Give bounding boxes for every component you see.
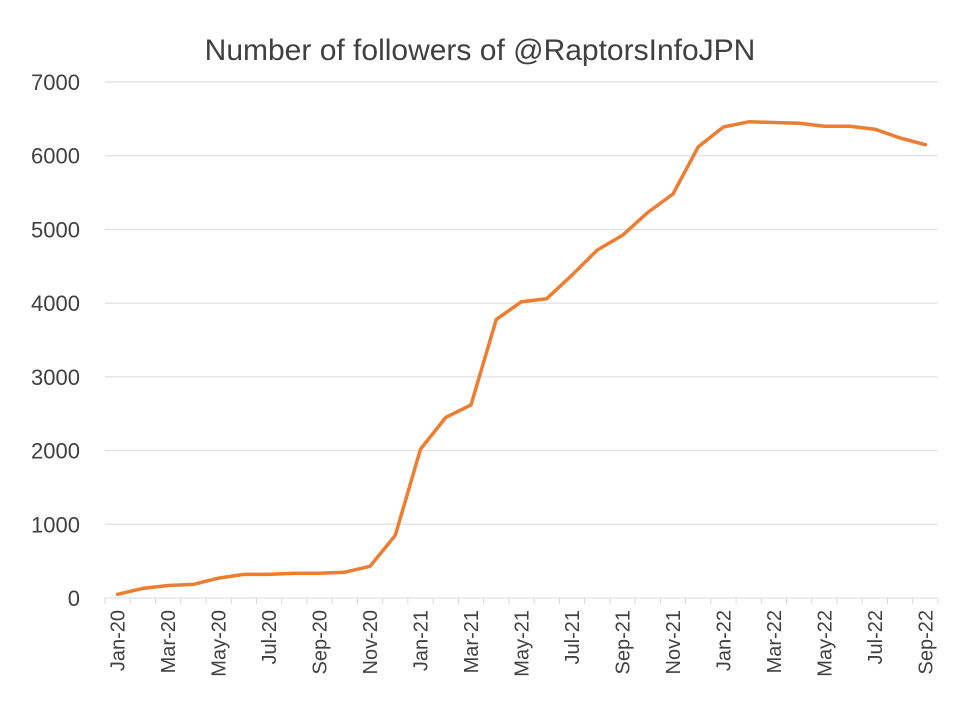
y-tick-label: 5000	[31, 217, 80, 242]
y-tick-label: 6000	[31, 144, 80, 169]
y-tick-label: 0	[68, 586, 80, 611]
y-tick-label: 3000	[31, 365, 80, 390]
y-tick-label: 4000	[31, 291, 80, 316]
x-tick-label: Jan-22	[713, 610, 735, 671]
x-axis	[104, 597, 939, 604]
x-tick-label: Nov-20	[360, 610, 382, 674]
series-group	[115, 120, 928, 597]
y-tick-label: 2000	[31, 439, 80, 464]
x-tick-label: May-22	[814, 610, 836, 677]
series-line	[115, 120, 928, 597]
x-tick-label: Jul-21	[562, 610, 584, 664]
x-tick-label: Mar-21	[461, 610, 483, 673]
gridlines	[105, 81, 938, 525]
x-tick-label: Mar-20	[158, 610, 180, 673]
y-axis-ticks: 0 1000 2000 3000 4000 5000 6000 7000	[31, 70, 80, 611]
x-tick-label: Jan-21	[411, 610, 433, 671]
x-tick-label: Nov-21	[663, 610, 685, 674]
x-tick-label: Mar-22	[764, 610, 786, 673]
y-tick-label: 7000	[31, 70, 80, 95]
x-tick-label: Jan-20	[108, 610, 130, 671]
x-tick-label: Sep-22	[915, 610, 937, 675]
x-tick-label: May-20	[209, 610, 231, 677]
x-axis-ticks: Jan-20 Mar-20 May-20 Jul-20 Sep-20 Nov-20 Jan-…	[108, 610, 938, 677]
x-tick-label: Sep-20	[310, 610, 332, 675]
y-tick-label: 1000	[31, 512, 80, 537]
x-tick-label: May-21	[512, 610, 534, 677]
x-tick-label: Sep-21	[612, 610, 634, 675]
x-tick-label: Jul-20	[259, 610, 281, 664]
x-tick-label: Jul-22	[865, 610, 887, 664]
chart-title: Number of followers of @RaptorsInfoJPN	[205, 34, 756, 67]
